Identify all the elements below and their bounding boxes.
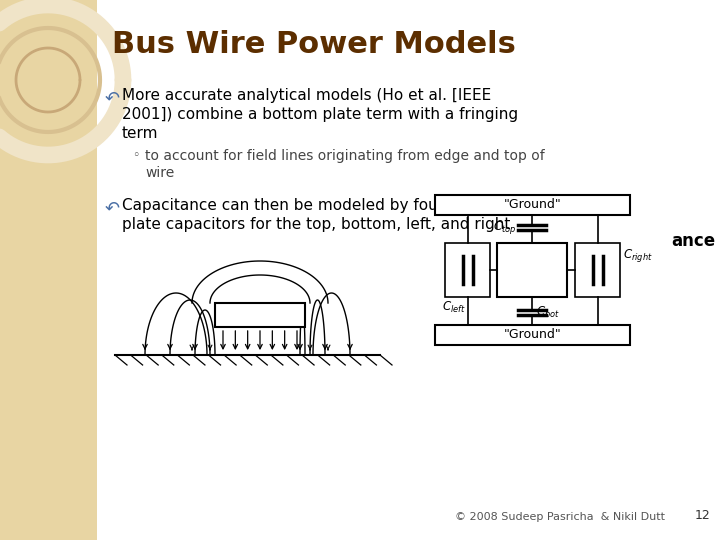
Text: ance: ance [671,232,715,250]
Text: More accurate analytical models (Ho et al. [IEEE: More accurate analytical models (Ho et a… [122,88,491,103]
Text: Capacitance can then be modeled by four parallel: Capacitance can then be modeled by four … [122,198,506,213]
Text: © 2008 Sudeep Pasricha  & Nikil Dutt: © 2008 Sudeep Pasricha & Nikil Dutt [455,512,665,522]
Bar [435,195,630,215]
Bar [445,243,490,297]
Text: wire: wire [145,166,174,180]
Text: to account for field lines originating from edge and top of: to account for field lines originating f… [145,149,545,163]
Text: $C_{left}$: $C_{left}$ [442,300,466,315]
Text: plate capacitors for the top, bottom, left, and right: plate capacitors for the top, bottom, le… [122,217,510,232]
Text: 12: 12 [694,509,710,522]
Text: "Ground": "Ground" [503,328,562,341]
Bar [435,325,630,345]
Text: Bus Wire Power Models: Bus Wire Power Models [112,30,516,59]
Bar [0,0,97,540]
Text: $C_{top}$: $C_{top}$ [492,219,516,236]
Text: ↶: ↶ [105,200,120,218]
Text: ◦: ◦ [132,149,140,162]
Bar [497,243,567,297]
Bar [575,243,620,297]
Text: term: term [122,126,158,141]
Text: $C_{bot}$: $C_{bot}$ [536,305,560,320]
Text: 2001]) combine a bottom plate term with a fringing: 2001]) combine a bottom plate term with … [122,107,518,122]
Text: ↶: ↶ [105,90,120,108]
Text: $C_{right}$: $C_{right}$ [623,247,653,264]
Text: "Ground": "Ground" [503,199,562,212]
Bar [215,303,305,327]
